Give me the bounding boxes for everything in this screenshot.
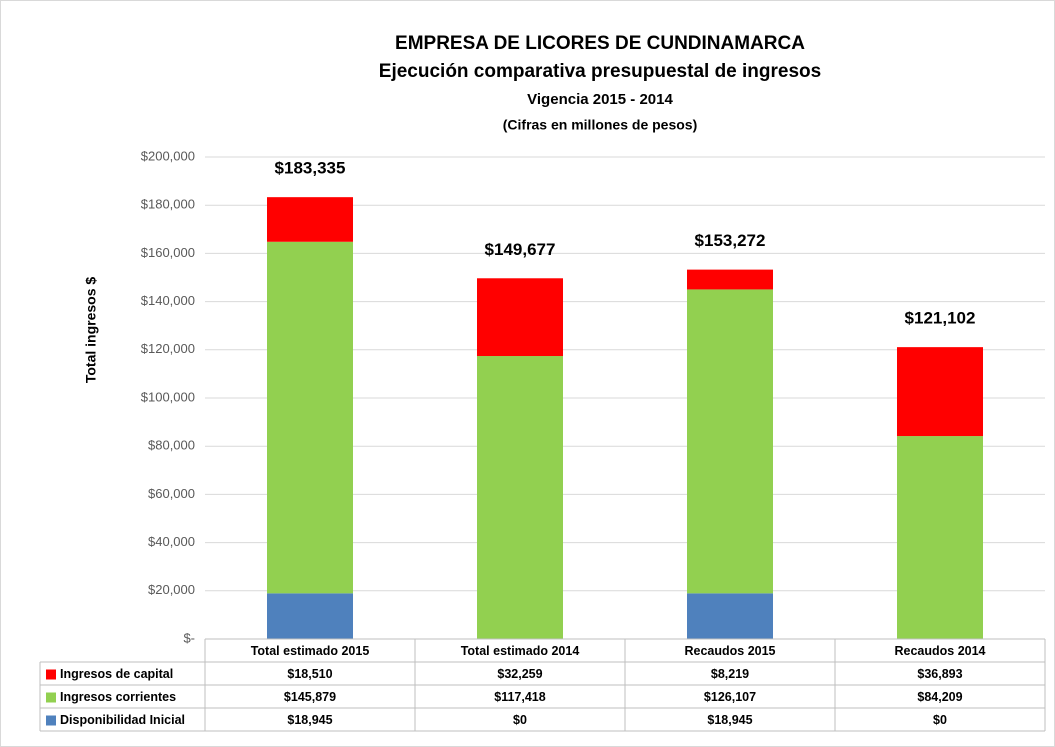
legend-swatch	[46, 669, 56, 680]
legend-label: Ingresos de capital	[60, 667, 173, 681]
table-cell: $84,209	[917, 690, 962, 704]
x-tick-label: Recaudos 2014	[894, 644, 985, 658]
table-cell: $0	[933, 713, 947, 727]
legend-swatch	[46, 692, 56, 703]
table-cell: $117,418	[494, 690, 545, 704]
chart-title: EMPRESA DE LICORES DE CUNDINAMARCA	[395, 33, 805, 54]
y-tick-label: $60,000	[148, 486, 195, 501]
bar-segment	[477, 278, 563, 357]
y-tick-label: $180,000	[141, 197, 195, 212]
bar-segment	[267, 197, 353, 242]
total-label: $153,272	[695, 231, 766, 250]
total-label: $183,335	[275, 159, 346, 178]
chart-subtitle: Ejecución comparativa presupuestal de in…	[379, 61, 821, 82]
bar-segment	[687, 269, 773, 290]
x-tick-label: Recaudos 2015	[684, 644, 775, 658]
x-tick-label: Total estimado 2014	[461, 644, 580, 658]
table-cell: $32,259	[497, 667, 542, 681]
table-cell: $126,107	[704, 690, 756, 704]
total-label: $149,677	[485, 240, 556, 259]
y-tick-label: $120,000	[141, 341, 195, 356]
table-cell: $36,893	[917, 667, 962, 681]
bar-segment	[477, 356, 563, 639]
bar-segment	[267, 241, 353, 594]
bar-segment	[687, 289, 773, 594]
legend-label: Disponibilidad Inicial	[60, 713, 185, 727]
bar-segment	[897, 347, 983, 437]
table-cell: $18,510	[287, 667, 332, 681]
table-cell: $18,945	[287, 713, 332, 727]
y-axis-label: Total ingresos $	[83, 277, 99, 384]
legend-swatch	[46, 715, 56, 726]
x-tick-label: Total estimado 2015	[251, 644, 370, 658]
y-tick-label: $100,000	[141, 389, 195, 404]
chart-note: (Cifras en millones de pesos)	[503, 117, 698, 133]
legend-label: Ingresos corrientes	[60, 690, 176, 704]
y-tick-label: $80,000	[148, 438, 195, 453]
y-tick-label: $140,000	[141, 293, 195, 308]
table-cell: $145,879	[284, 690, 336, 704]
y-tick-label: $200,000	[141, 148, 195, 163]
table-cell: $0	[513, 713, 527, 727]
bar-segment	[687, 593, 773, 639]
bar-segment	[267, 593, 353, 639]
y-tick-label: $-	[183, 630, 195, 645]
table-cell: $8,219	[711, 667, 749, 681]
chart-subtitle: Vigencia 2015 - 2014	[527, 91, 673, 108]
y-tick-label: $40,000	[148, 534, 195, 549]
table-cell: $18,945	[707, 713, 752, 727]
y-tick-label: $20,000	[148, 582, 195, 597]
total-label: $121,102	[905, 309, 976, 328]
bar-segment	[897, 436, 983, 639]
y-tick-label: $160,000	[141, 245, 195, 260]
